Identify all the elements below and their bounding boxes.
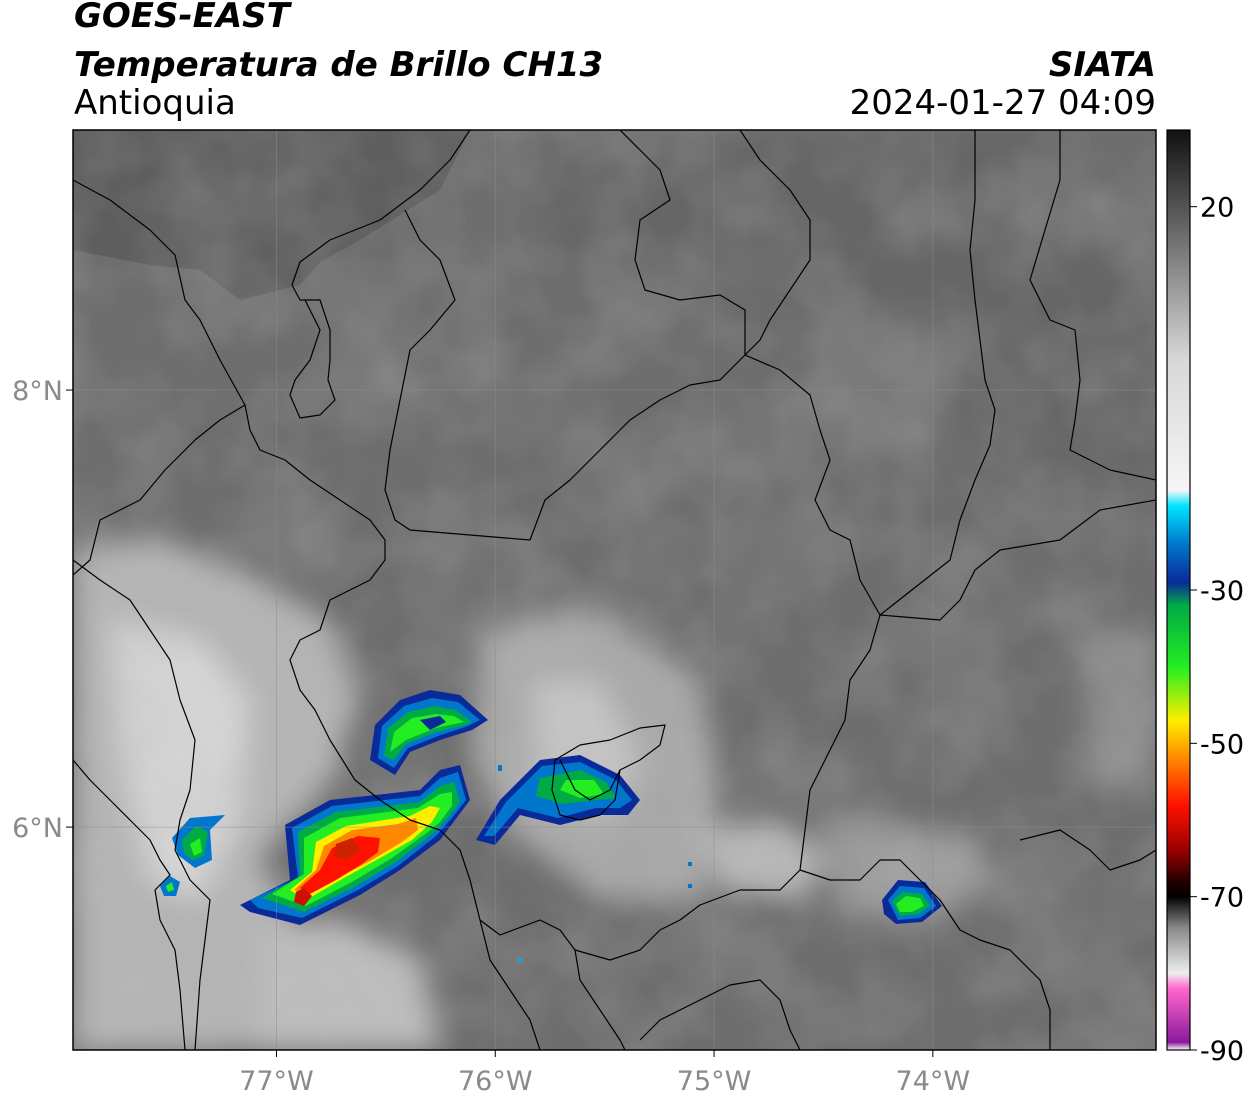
tolima-boundary bbox=[639, 979, 801, 1050]
storm-cell-east bbox=[882, 880, 942, 924]
caldas-boundary bbox=[479, 919, 541, 1050]
colorbar-tick-label: -90 bbox=[1200, 1036, 1244, 1067]
lat-tick-label: 6°N bbox=[12, 813, 63, 844]
colorbar-tick-label: -50 bbox=[1200, 729, 1244, 760]
region-subtitle: Antioquia bbox=[74, 83, 236, 123]
cundinamarca-boundary bbox=[799, 859, 1051, 1050]
bolivar-boundary bbox=[619, 130, 746, 355]
satellite-title: GOES-EAST bbox=[74, 0, 290, 36]
colorbar-gradient bbox=[1167, 130, 1190, 1050]
medellin-municipal-outline bbox=[551, 724, 666, 821]
cordoba-boundary bbox=[739, 130, 811, 356]
agency-label: SIATA bbox=[1048, 45, 1156, 85]
colorbar-tick-label: 20 bbox=[1200, 193, 1234, 224]
lon-tick-label: 77°W bbox=[239, 1066, 314, 1097]
risaralda-boundary bbox=[574, 949, 626, 1050]
choco-boundary bbox=[73, 559, 211, 1050]
colorbar-tick-label: -30 bbox=[1200, 576, 1244, 607]
storm-cell-central bbox=[476, 755, 640, 845]
timestamp-label: 2024-01-27 04:09 bbox=[849, 83, 1156, 123]
map-frame bbox=[72, 129, 1157, 1051]
boundaries bbox=[73, 130, 1156, 1050]
lon-tick-label: 76°W bbox=[458, 1066, 533, 1097]
storm-cell-far-west bbox=[160, 815, 225, 896]
lon-tick-label: 75°W bbox=[677, 1066, 752, 1097]
latitude-ticks: 8°N 6°N bbox=[12, 376, 73, 844]
colorbar-tick-label: -70 bbox=[1200, 883, 1244, 914]
storm-cell-north bbox=[370, 690, 488, 775]
coastline-caribbean bbox=[289, 130, 471, 419]
municipal-outline-2 bbox=[559, 759, 621, 801]
choco-coast bbox=[73, 759, 186, 1050]
lon-tick-label: 74°W bbox=[896, 1066, 971, 1097]
antioquia-south-boundary bbox=[244, 404, 881, 961]
colorbar-ticks: 20 -30 -50 -70 -90 bbox=[1190, 193, 1244, 1067]
gridlines bbox=[73, 130, 1156, 1050]
cloud-texture bbox=[73, 130, 1156, 1050]
santander-boundary bbox=[1029, 130, 1156, 481]
convective-cells bbox=[160, 690, 942, 962]
coastline-uraba-gulf bbox=[73, 179, 246, 576]
meta-boundary bbox=[1019, 829, 1156, 871]
product-title: Temperatura de Brillo CH13 bbox=[74, 45, 604, 85]
antioquia-boundary bbox=[384, 130, 996, 616]
longitude-ticks: 77°W 76°W 75°W 74°W bbox=[239, 1050, 970, 1097]
boyaca-boundary bbox=[879, 499, 1156, 621]
map-panel bbox=[73, 130, 1156, 1050]
storm-cell-west bbox=[240, 765, 470, 925]
lat-tick-label: 8°N bbox=[12, 376, 63, 407]
colorbar: 20 -30 -50 -70 -90 bbox=[1166, 129, 1244, 1067]
